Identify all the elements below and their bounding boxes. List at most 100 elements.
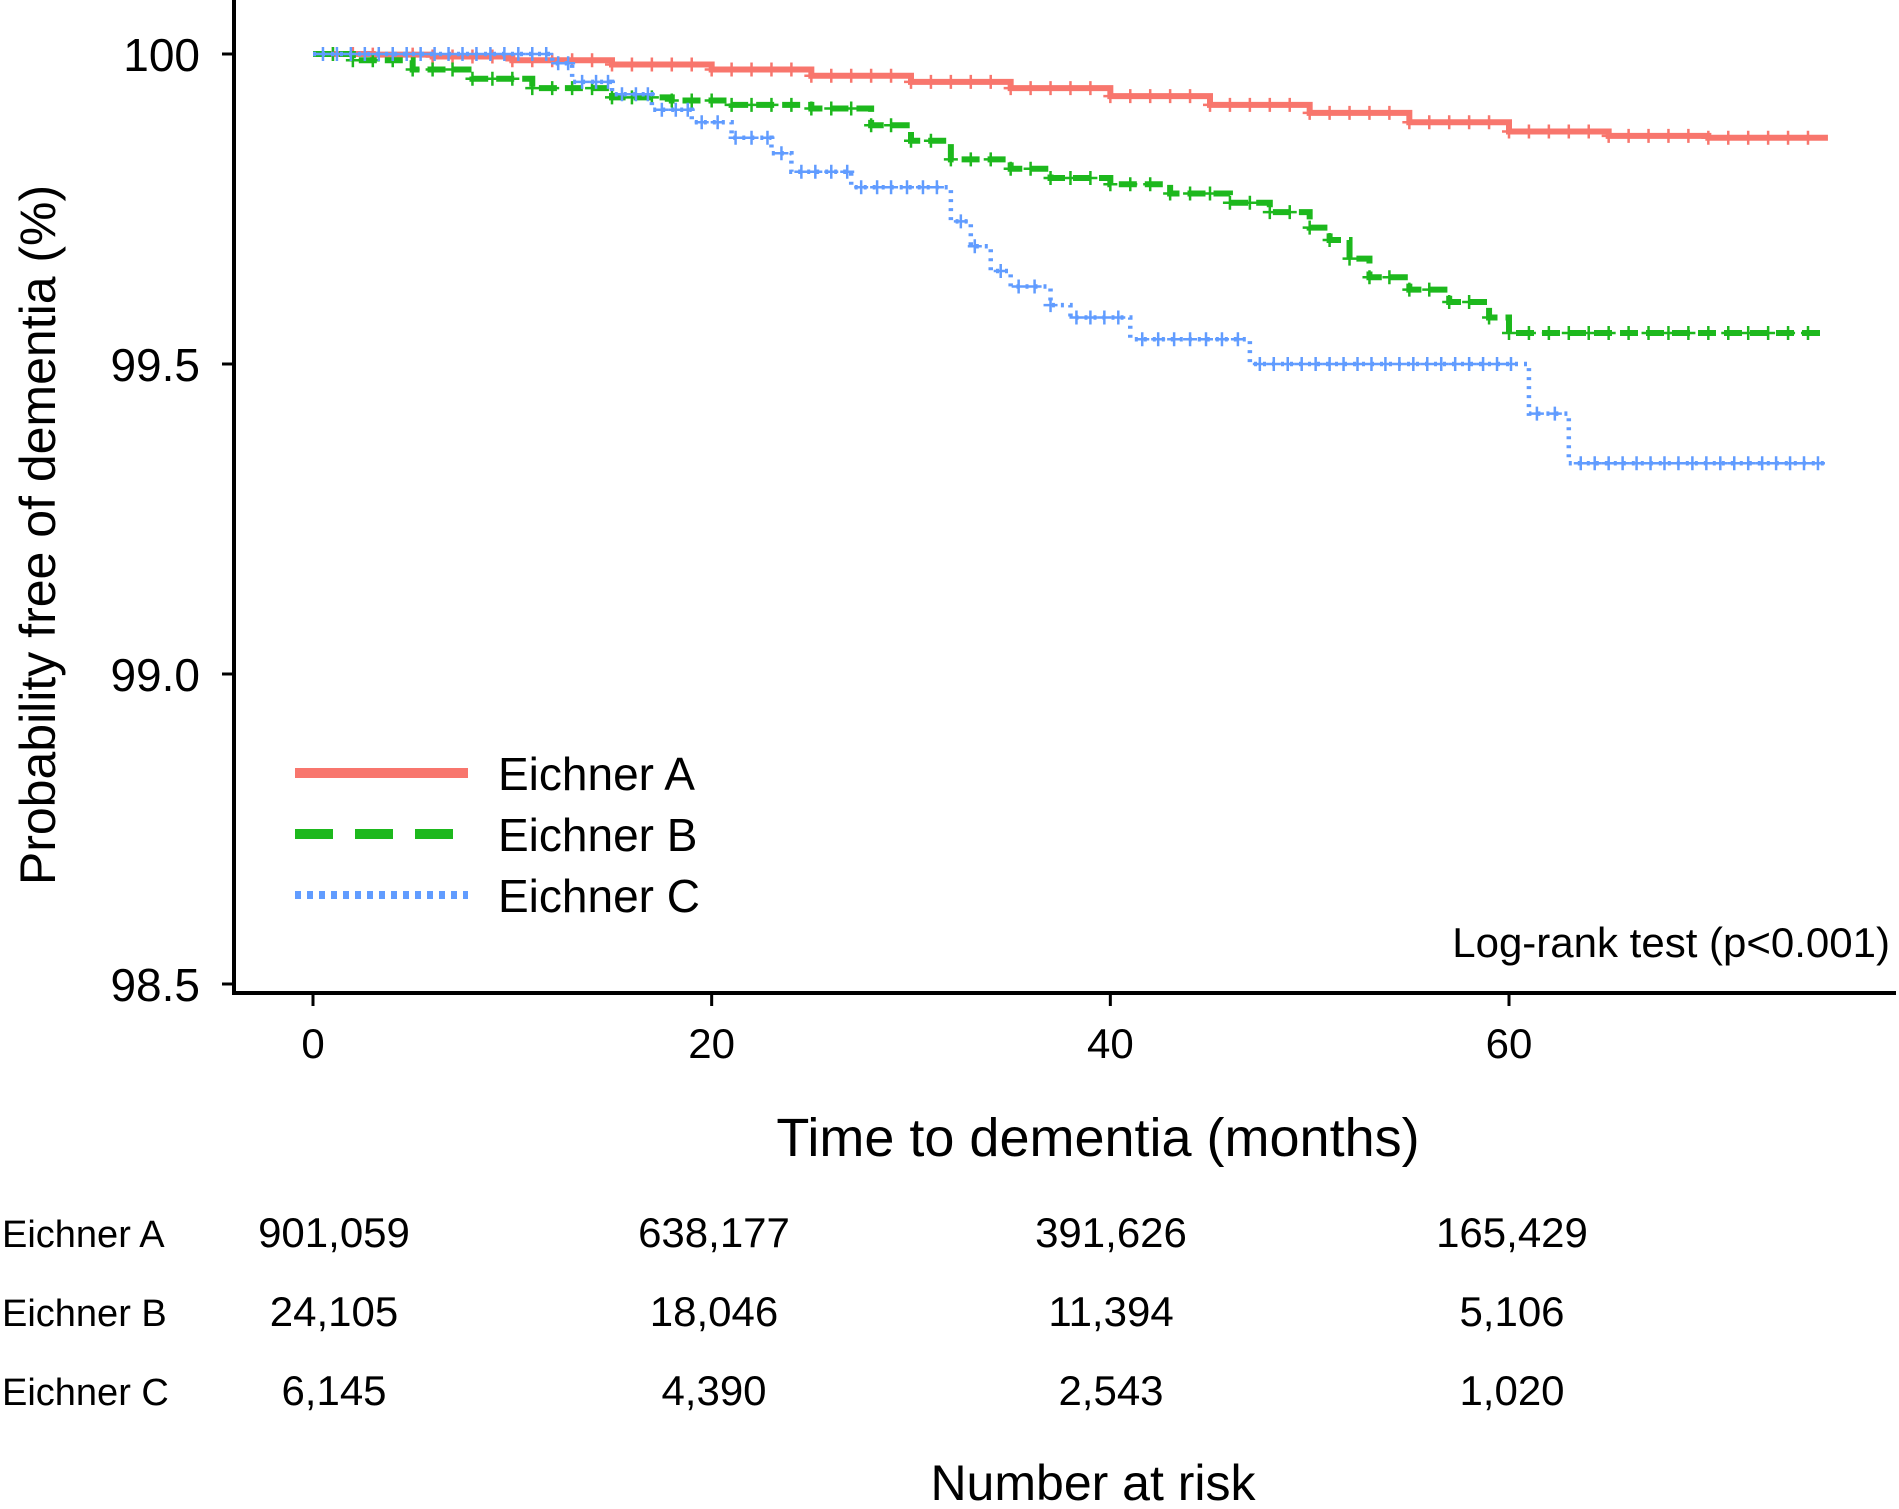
censor-mark xyxy=(1721,326,1736,340)
censor-mark xyxy=(1741,456,1756,471)
censor-mark xyxy=(605,90,619,105)
censor-mark xyxy=(808,164,823,179)
censor-mark xyxy=(904,74,918,89)
censor-mark xyxy=(1521,326,1536,340)
censor-mark xyxy=(1242,195,1257,210)
censor-mark xyxy=(784,97,799,112)
censor-mark xyxy=(485,71,500,86)
censor-mark xyxy=(1083,81,1098,96)
censor-mark xyxy=(1402,282,1417,297)
censor-mark xyxy=(1721,130,1736,145)
legend: Eichner A Eichner B Eichner C xyxy=(295,748,700,922)
censor-mark xyxy=(1183,89,1198,104)
censor-mark xyxy=(405,62,420,77)
censor-mark xyxy=(1302,105,1317,120)
censor-mark xyxy=(963,74,978,89)
y-tick-label: 98.5 xyxy=(110,959,200,1011)
censor-mark xyxy=(1761,130,1776,145)
censor-mark xyxy=(904,133,918,148)
censor-mark xyxy=(601,74,616,89)
censor-mark xyxy=(413,47,428,61)
log-rank-annotation: Log-rank test (p<0.001) xyxy=(1452,919,1890,966)
censor-mark xyxy=(1135,332,1150,347)
censor-mark xyxy=(399,47,414,61)
censor-mark xyxy=(1023,161,1038,176)
censor-mark xyxy=(1322,105,1337,120)
series-layer xyxy=(313,47,1828,471)
censor-mark xyxy=(427,47,442,61)
censor-mark xyxy=(1621,128,1636,143)
censor-mark xyxy=(469,47,484,61)
censor-mark xyxy=(1502,124,1516,139)
risk-value-a-60: 165,429 xyxy=(1436,1209,1588,1256)
censor-mark xyxy=(864,68,879,83)
censor-mark xyxy=(864,118,879,133)
censor-mark xyxy=(1342,105,1357,120)
censor-mark xyxy=(505,71,520,86)
censor-mark xyxy=(1294,357,1309,371)
censor-mark xyxy=(525,81,540,96)
censor-mark xyxy=(1741,326,1756,340)
x-tick-label: 60 xyxy=(1486,1020,1533,1067)
censor-mark xyxy=(1322,357,1337,371)
censor-mark xyxy=(1163,89,1178,104)
censor-mark xyxy=(943,152,958,167)
censor-mark xyxy=(1601,128,1616,143)
censor-mark xyxy=(724,97,739,112)
censor-mark xyxy=(1043,81,1058,96)
censor-mark xyxy=(1727,456,1742,471)
censor-mark xyxy=(900,180,915,195)
censor-mark xyxy=(1282,205,1297,220)
censor-mark xyxy=(1252,357,1267,371)
censor-mark xyxy=(724,62,739,77)
censor-mark xyxy=(575,74,590,89)
risk-value-b-40: 11,394 xyxy=(1048,1288,1173,1335)
legend-item-eichner-b: Eichner B xyxy=(295,809,697,861)
risk-value-a-0: 901,059 xyxy=(258,1209,410,1256)
censor-mark xyxy=(1336,357,1351,371)
risk-value-b-0: 24,105 xyxy=(270,1288,398,1335)
censor-mark xyxy=(605,57,619,72)
censor-mark xyxy=(844,68,859,83)
censor-mark xyxy=(1382,105,1397,120)
risk-table-title: Number at risk xyxy=(930,1455,1256,1509)
censor-mark xyxy=(1547,406,1562,421)
censor-mark xyxy=(654,102,669,117)
censor-mark xyxy=(1442,295,1457,309)
risk-value-b-60: 5,106 xyxy=(1459,1288,1564,1335)
censor-mark xyxy=(804,101,819,116)
censor-mark xyxy=(1378,357,1393,371)
censor-mark xyxy=(1167,332,1182,347)
risk-value-c-60: 1,020 xyxy=(1459,1367,1564,1414)
censor-mark xyxy=(1230,332,1245,347)
censor-mark xyxy=(1063,81,1078,96)
risk-value-a-40: 391,626 xyxy=(1035,1209,1187,1256)
censor-mark xyxy=(425,49,440,64)
x-axis-title: Time to dementia (months) xyxy=(776,1108,1419,1168)
censor-mark xyxy=(1011,279,1026,294)
legend-label-eichner-c: Eichner C xyxy=(498,870,700,922)
censor-mark xyxy=(445,62,460,77)
censor-mark xyxy=(561,56,576,71)
y-axis-title: Probability free of dementia (%) xyxy=(10,185,66,885)
censor-mark xyxy=(710,115,725,130)
legend-item-eichner-a: Eichner A xyxy=(295,748,695,800)
censor-mark xyxy=(1541,124,1556,139)
risk-value-b-20: 18,046 xyxy=(650,1288,778,1335)
censor-mark xyxy=(640,87,655,102)
censor-mark xyxy=(425,62,440,77)
censor-mark xyxy=(844,101,859,116)
censor-mark xyxy=(315,47,330,61)
censor-mark xyxy=(884,118,899,133)
censor-mark xyxy=(1615,456,1630,471)
censor-mark xyxy=(1783,456,1798,471)
censor-mark xyxy=(764,97,779,112)
censor-mark xyxy=(680,102,695,117)
censor-mark xyxy=(1657,456,1672,471)
censor-mark xyxy=(923,74,938,89)
censor-mark xyxy=(644,57,659,72)
censor-mark xyxy=(1755,456,1770,471)
censor-mark xyxy=(1701,326,1716,340)
censor-mark xyxy=(357,47,372,61)
